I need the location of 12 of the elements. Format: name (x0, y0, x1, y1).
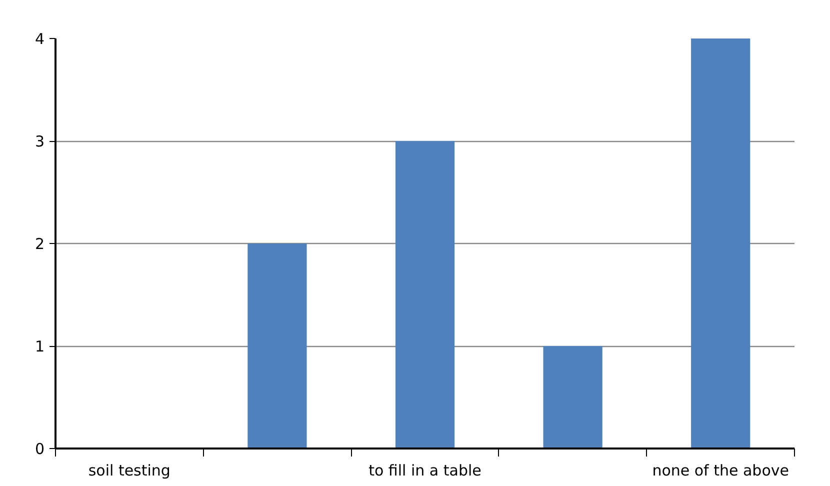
bar (691, 38, 750, 448)
bar (543, 346, 602, 448)
bar (248, 244, 307, 448)
bar (395, 141, 455, 448)
x-tick-label: none of the above (652, 462, 789, 480)
y-tick-label: 1 (34, 338, 45, 356)
y-tick-label: 2 (34, 235, 45, 253)
x-tick-label: to fill in a table (368, 462, 482, 480)
y-tick-label: 4 (34, 30, 45, 48)
y-tick-label: 3 (34, 132, 45, 150)
y-tick-label: 0 (34, 440, 45, 458)
x-tick-label: soil testing (88, 462, 170, 480)
